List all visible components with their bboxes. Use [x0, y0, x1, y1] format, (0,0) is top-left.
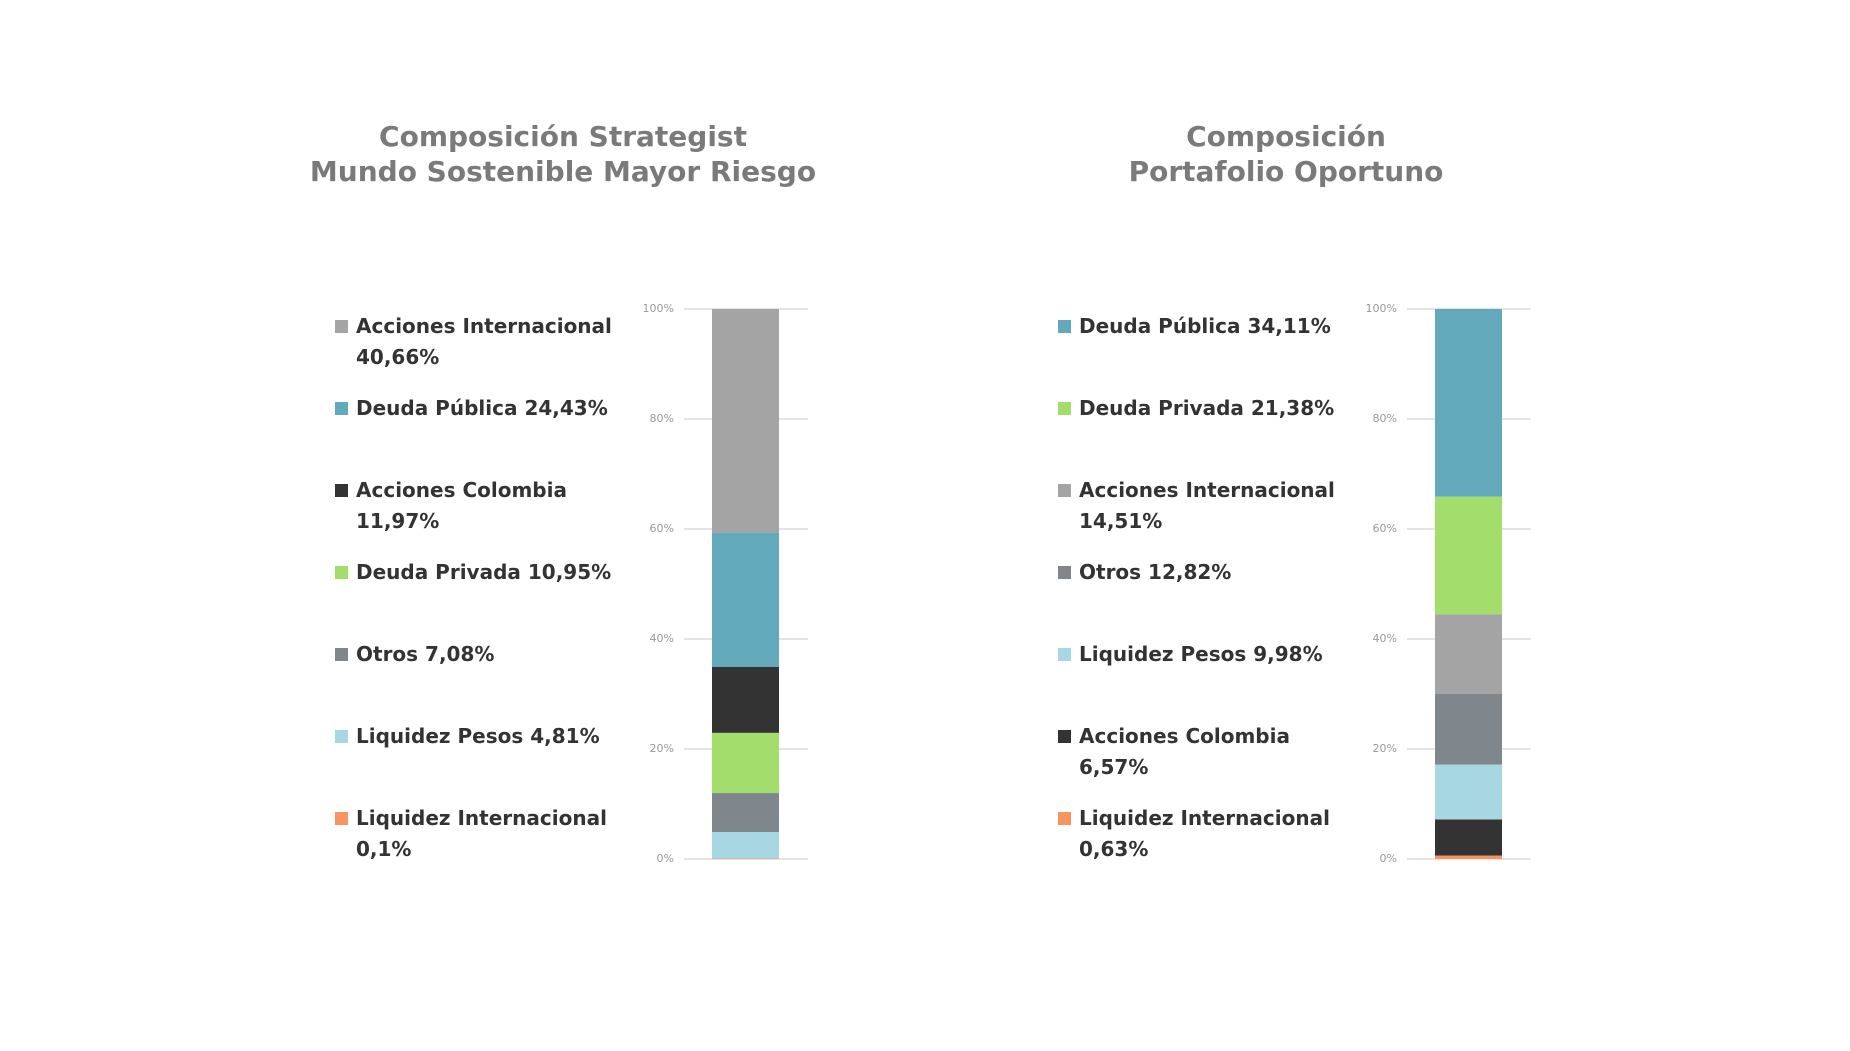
legend-name: Acciones Colombia [356, 478, 567, 502]
legend-swatch [335, 484, 348, 497]
legend-swatch [335, 320, 348, 333]
legend-value: 24,43% [524, 396, 608, 420]
title-text: Portafolio Oportuno [1128, 155, 1444, 188]
y-tick-label: 60% [1373, 522, 1397, 535]
legend-entry: Acciones Internacional 40,66% [356, 311, 638, 373]
legend-entry: Liquidez Pesos 4,81% [356, 721, 638, 752]
legend-name: Acciones Colombia [1079, 724, 1290, 748]
bar-segment [1435, 496, 1502, 615]
title-line: Mundo Sostenible Mayor Riesgo [213, 154, 913, 189]
legend-swatch [335, 812, 348, 825]
legend-swatch [335, 566, 348, 579]
legend-swatch [335, 402, 348, 415]
legend-swatch [1058, 402, 1071, 415]
legend-value: 40,66% [356, 345, 440, 369]
legend-entry: Deuda Privada 10,95% [356, 557, 638, 588]
chart-title: Composición Strategist Mundo Sostenible M… [213, 119, 913, 189]
legend-value: 21,38% [1250, 396, 1335, 420]
legend-name: Liquidez Pesos [1079, 642, 1247, 666]
y-tick-label: 40% [650, 632, 674, 645]
legend-name: Liquidez Internacional [1079, 806, 1330, 830]
y-tick-label: 100% [643, 302, 674, 315]
legend-name: Liquidez Pesos [356, 724, 524, 748]
bar-segment [1435, 764, 1502, 820]
bar-segment [712, 858, 779, 859]
legend-name: Deuda Pública [356, 396, 518, 420]
legend-value: 0,63% [1079, 837, 1149, 861]
legend-entry: Liquidez Pesos 9,98% [1079, 639, 1349, 670]
legend-swatch [1058, 320, 1071, 333]
y-tick-label: 60% [650, 522, 674, 535]
legend-entry: Deuda Privada 21,38% [1079, 393, 1349, 424]
legend-swatch [335, 730, 348, 743]
bar-segment [712, 831, 779, 859]
bar-segment [1435, 694, 1502, 765]
legend-value: 4,81% [530, 724, 600, 748]
legend-entry: Otros 7,08% [356, 639, 638, 670]
legend-swatch [1058, 484, 1071, 497]
title-text: Mundo Sostenible Mayor Riesgo [309, 155, 817, 188]
bar-segment [712, 732, 779, 794]
y-tick-label: 20% [650, 742, 674, 755]
legend-name: Acciones Internacional [1079, 478, 1335, 502]
bar-segment [1435, 309, 1502, 497]
title-line: Composición Strategist [213, 119, 913, 154]
legend-entry: Acciones Colombia 6,57% [1079, 721, 1349, 783]
y-tick-label: 0% [1380, 852, 1397, 865]
y-tick-label: 80% [1373, 412, 1397, 425]
bar-segment [712, 793, 779, 832]
legend-value: 34,11% [1247, 314, 1331, 338]
legend-entry: Otros 12,82% [1079, 557, 1349, 588]
legend-entry: Deuda Pública 24,43% [356, 393, 638, 424]
legend-value: 14,51% [1079, 509, 1163, 533]
y-tick-label: 0% [657, 852, 674, 865]
legend-entry: Acciones Colombia 11,97% [356, 475, 638, 537]
title-text: Composición [1186, 120, 1386, 153]
legend-value: 11,97% [356, 509, 440, 533]
bar-segment [1435, 614, 1502, 694]
y-tick-label: 20% [1373, 742, 1397, 755]
legend-value: 12,82% [1148, 560, 1232, 584]
legend-swatch [1058, 730, 1071, 743]
legend-entry: Liquidez Internacional 0,63% [1079, 803, 1349, 865]
legend-value: 6,57% [1079, 755, 1149, 779]
chart-title: Composición Portafolio Oportuno [936, 119, 1636, 189]
y-tick-label: 80% [650, 412, 674, 425]
bar-segment [712, 309, 779, 533]
y-tick-label: 100% [1366, 302, 1397, 315]
legend-name: Liquidez Internacional [356, 806, 607, 830]
legend-value: 7,08% [425, 642, 495, 666]
bar-segment [712, 666, 779, 733]
legend-swatch [1058, 566, 1071, 579]
legend-entry: Deuda Pública 34,11% [1079, 311, 1349, 342]
legend-swatch [1058, 648, 1071, 661]
legend-entry: Liquidez Internacional 0,1% [356, 803, 638, 865]
legend-entry: Acciones Internacional 14,51% [1079, 475, 1349, 537]
legend-name: Otros [356, 642, 419, 666]
title-text: Composición Strategist [379, 120, 747, 153]
title-line: Portafolio Oportuno [936, 154, 1636, 189]
legend-value: 9,98% [1253, 642, 1323, 666]
legend-name: Otros [1079, 560, 1142, 584]
legend-value: 0,1% [356, 837, 412, 861]
legend-name: Deuda Privada [356, 560, 521, 584]
legend-swatch [1058, 812, 1071, 825]
bar-segment [712, 532, 779, 667]
title-line: Composición [936, 119, 1636, 154]
y-tick-label: 40% [1373, 632, 1397, 645]
legend-name: Acciones Internacional [356, 314, 612, 338]
legend-swatch [335, 648, 348, 661]
bar-segment [1435, 855, 1502, 859]
legend-name: Deuda Privada [1079, 396, 1244, 420]
bar-segment [1435, 819, 1502, 856]
legend-value: 10,95% [527, 560, 612, 584]
legend-name: Deuda Pública [1079, 314, 1241, 338]
